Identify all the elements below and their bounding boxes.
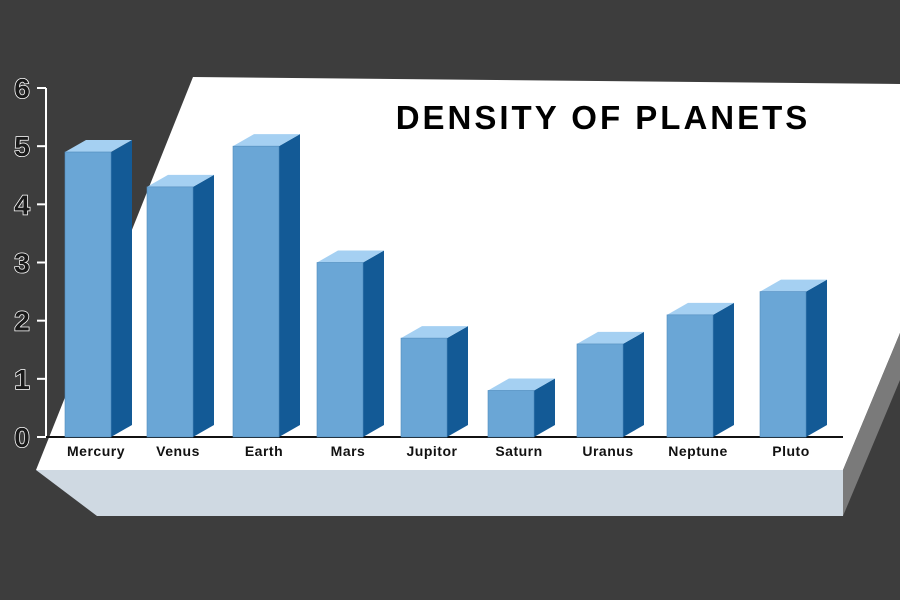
bar-front <box>576 343 624 438</box>
x-tick-label: Mars <box>331 443 366 459</box>
bar-uranus <box>576 331 644 438</box>
bar-earth <box>232 134 300 438</box>
bar-jupitor <box>400 326 468 438</box>
bar-side <box>623 331 644 437</box>
bar-neptune <box>666 302 734 438</box>
platform-side <box>843 333 900 516</box>
bar-venus <box>146 174 214 438</box>
bar-top <box>317 250 384 263</box>
bar-mercury <box>64 139 132 438</box>
y-tick-label: 3 <box>14 248 30 279</box>
bar-pluto <box>759 279 827 438</box>
x-tick-label: Venus <box>156 443 200 459</box>
bar-side <box>534 378 555 437</box>
y-tick-label: 6 <box>14 73 30 104</box>
y-tick-label: 0 <box>14 422 30 453</box>
y-tick-label: 4 <box>14 189 30 220</box>
platform-front <box>36 470 843 516</box>
bar-front <box>487 390 535 438</box>
bar-top <box>147 174 214 187</box>
bar-top <box>577 331 644 344</box>
bar-front <box>316 262 364 438</box>
y-tick-label: 2 <box>14 306 30 337</box>
bar-side <box>279 134 300 437</box>
x-tick-label: Pluto <box>772 443 810 459</box>
x-tick-label: Uranus <box>582 443 633 459</box>
bar-top <box>667 302 734 315</box>
x-tick-label: Jupitor <box>407 443 458 459</box>
bar-side <box>447 326 468 437</box>
y-tick-label: 1 <box>14 364 30 395</box>
bar-side <box>111 139 132 437</box>
bars <box>64 134 827 438</box>
y-axis-ticks: 0 1 2 3 4 5 6 <box>13 72 46 454</box>
chart-title: DENSITY OF PLANETS <box>396 99 811 136</box>
bar-mars <box>316 250 384 438</box>
bar-front <box>146 186 194 438</box>
bar-side <box>713 302 734 437</box>
bar-side <box>193 174 214 437</box>
x-axis-labels: Mercury Venus Earth Mars Jupitor Saturn Uranus… <box>67 443 810 459</box>
bar-front <box>64 151 112 438</box>
bar-front <box>232 145 280 438</box>
x-tick-label: Earth <box>245 443 283 459</box>
x-tick-label: Mercury <box>67 443 125 459</box>
y-tick-label: 5 <box>14 131 30 162</box>
bar-top <box>401 326 468 339</box>
bar-front <box>400 337 448 438</box>
bar-saturn <box>487 378 555 438</box>
x-tick-label: Neptune <box>668 443 728 459</box>
bar-side <box>806 279 827 437</box>
bar-top <box>488 378 555 391</box>
bar-top <box>233 134 300 147</box>
bar-side <box>363 250 384 437</box>
bar-top <box>65 139 132 152</box>
bar-front <box>759 291 807 438</box>
bar-front <box>666 314 714 438</box>
bar-top <box>760 279 827 292</box>
x-tick-label: Saturn <box>495 443 542 459</box>
